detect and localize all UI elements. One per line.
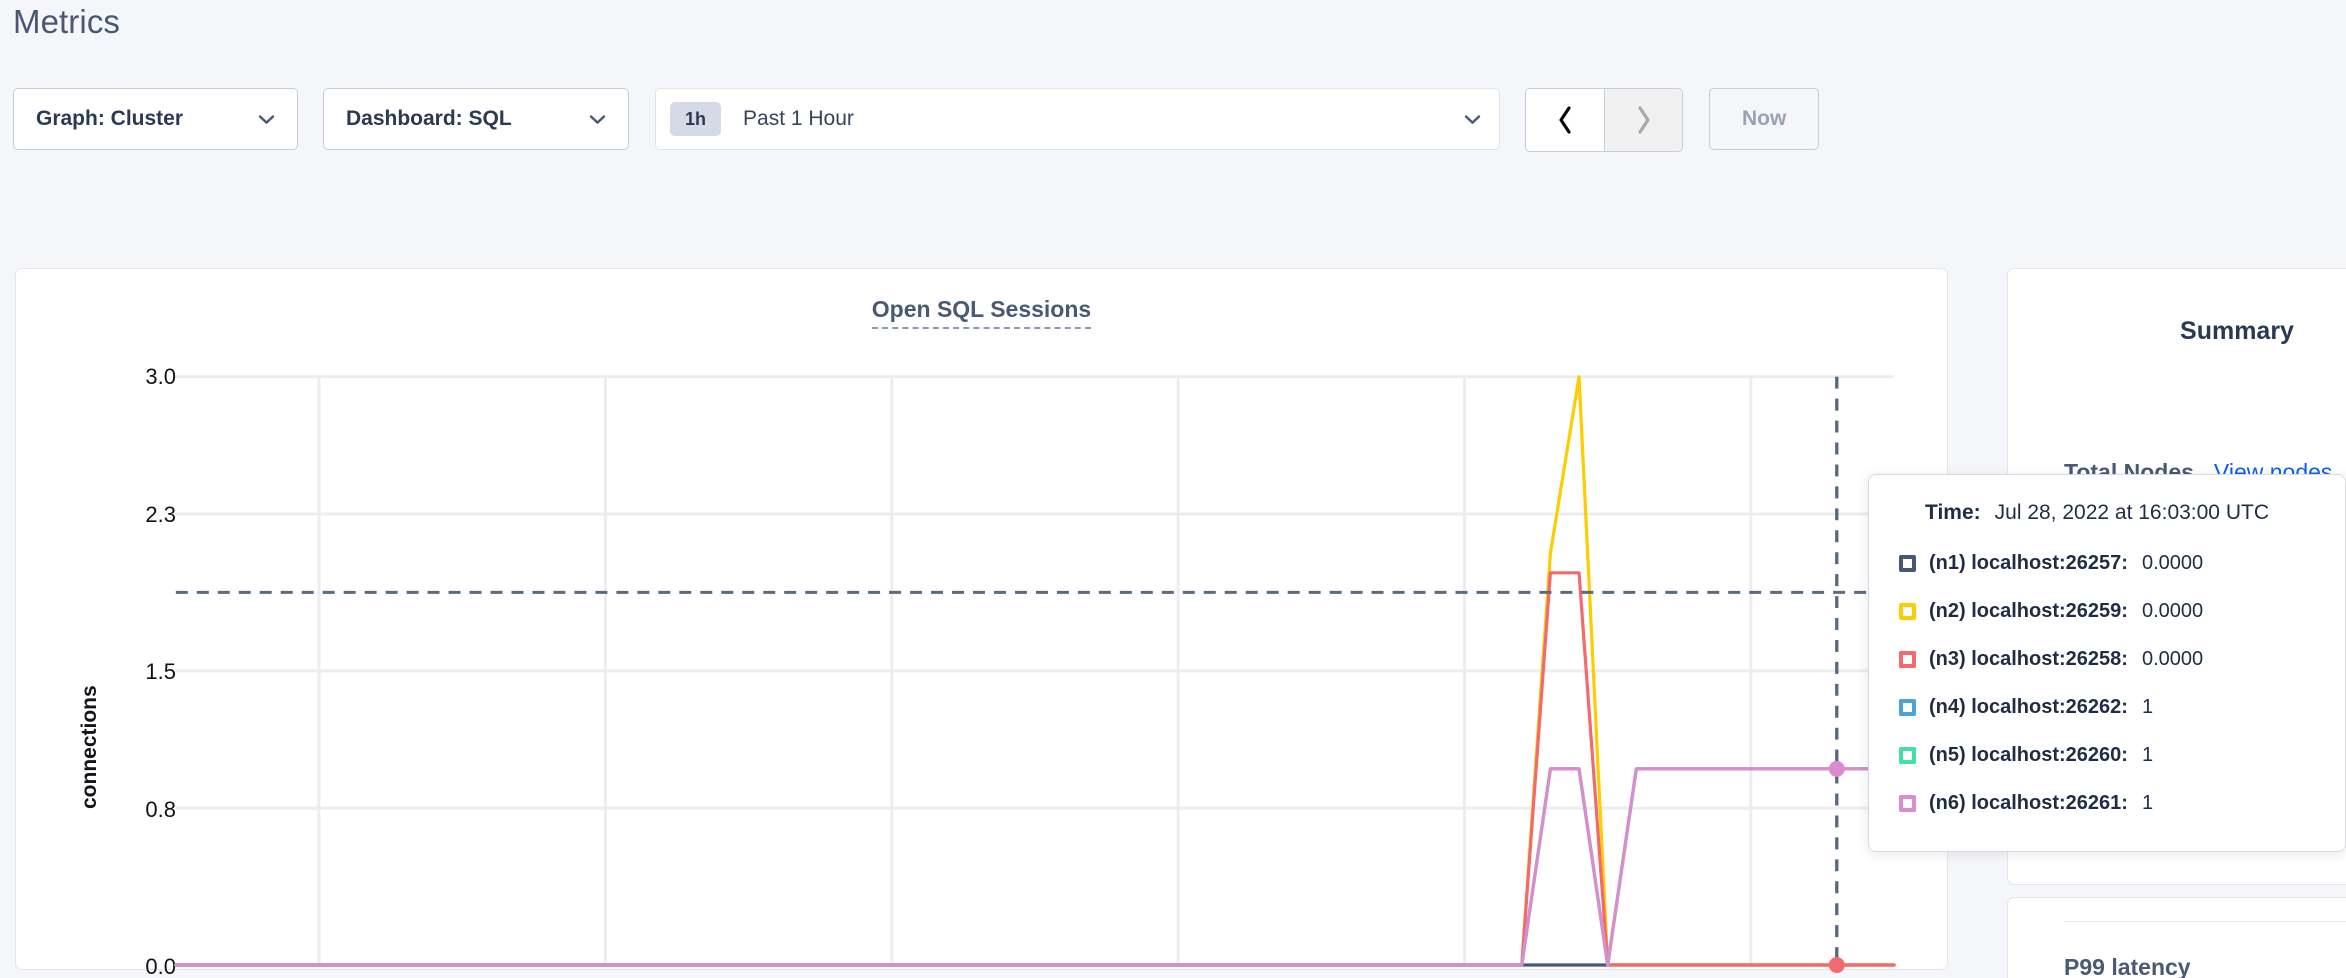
series-value: 1: [2141, 743, 2154, 766]
chart-title-text: Open SQL Sessions: [871, 296, 1092, 329]
chevron-left-icon: [1559, 106, 1571, 134]
p99-latency-panel: P99 latency: [2007, 897, 2346, 978]
chart-title: Open SQL Sessions: [16, 296, 1947, 329]
summary-panel-title: Summary: [2180, 317, 2294, 345]
data-point-marker: [1828, 760, 1845, 777]
series-color-swatch: [1899, 554, 1916, 572]
series-line: [174, 767, 1896, 967]
tooltip-time-row: Time: Jul 28, 2022 at 16:03:00 UTC: [1869, 501, 2345, 539]
tooltip-series-row: (n6) localhost:26261: 1: [1869, 779, 2345, 827]
y-tick-label: 0.8: [145, 796, 176, 822]
series-color-swatch: [1899, 650, 1916, 668]
y-axis-ticks: 0.0 0.8 1.5 2.3 3.0: [46, 269, 176, 978]
time-nav-group: [1525, 88, 1683, 152]
time-range-select[interactable]: 1h Past 1 Hour: [655, 88, 1500, 150]
y-tick-label: 0.0: [145, 954, 176, 978]
series-name: (n1) localhost:26257:: [1929, 551, 2128, 574]
dashboard-select[interactable]: Dashboard: SQL: [323, 88, 629, 150]
chart-tooltip: Time: Jul 28, 2022 at 16:03:00 UTC (n1) …: [1868, 474, 2346, 852]
y-tick-label: 1.5: [145, 659, 176, 684]
toolbar: Graph: Cluster Dashboard: SQL 1h Past 1 …: [13, 88, 1820, 152]
tooltip-time-label: Time:: [1925, 501, 1981, 524]
page-title: Metrics: [13, 3, 121, 40]
tooltip-series-row: (n1) localhost:26257: 0.0000: [1869, 539, 2345, 587]
chevron-down-icon: [258, 114, 275, 124]
y-tick-label: 2.3: [145, 501, 176, 527]
open-sql-sessions-panel: Open SQL Sessions connections 0.0 0.8 1.5 2…: [15, 268, 1948, 978]
chevron-right-icon: [1637, 106, 1650, 134]
tooltip-series-list: (n1) localhost:26257: 0.0000 (n2) localhos…: [1869, 539, 2345, 827]
series-color-swatch: [1899, 746, 1916, 764]
series-name: (n2) localhost:26259:: [1929, 599, 2128, 622]
series-value: 1: [2141, 695, 2154, 718]
series-value: 0.0000: [2141, 647, 2204, 670]
tooltip-series-row: (n5) localhost:26260: 1: [1869, 731, 2345, 779]
latency-divider: [2064, 921, 2346, 922]
series-color-swatch: [1899, 602, 1916, 620]
p99-latency-label: P99 latency: [2064, 954, 2191, 978]
graph-select[interactable]: Graph: Cluster: [13, 88, 298, 150]
chart-plot: [174, 375, 1896, 973]
graph-select-label: Graph: Cluster: [36, 107, 184, 130]
tooltip-time-value: Jul 28, 2022 at 16:03:00 UTC: [1994, 501, 2269, 524]
chevron-down-icon: [1464, 114, 1481, 124]
previous-range-button[interactable]: [1526, 89, 1604, 151]
time-range-label: Past 1 Hour: [743, 107, 854, 130]
series-name: (n5) localhost:26260:: [1929, 743, 2128, 766]
series-value: 0.0000: [2141, 599, 2204, 622]
series-name: (n3) localhost:26258:: [1929, 647, 2128, 670]
data-point-marker: [1828, 957, 1845, 973]
series-color-swatch: [1899, 698, 1916, 716]
tooltip-series-row: (n2) localhost:26259: 0.0000: [1869, 587, 2345, 635]
next-range-button[interactable]: [1604, 89, 1682, 151]
now-button[interactable]: Now: [1709, 88, 1820, 150]
series-name: (n4) localhost:26262:: [1929, 695, 2128, 718]
series-value: 1: [2141, 791, 2154, 814]
chevron-down-icon: [589, 114, 606, 124]
series-color-swatch: [1899, 794, 1916, 812]
dashboard-select-label: Dashboard: SQL: [346, 107, 512, 130]
y-tick-label: 3.0: [145, 364, 176, 389]
time-range-pill: 1h: [670, 102, 722, 136]
tooltip-series-row: (n3) localhost:26258: 0.0000: [1869, 635, 2345, 683]
series-name: (n6) localhost:26261:: [1929, 791, 2128, 814]
series-line: [174, 767, 1896, 967]
series-value: 0.0000: [2141, 551, 2204, 574]
tooltip-series-row: (n4) localhost:26262: 1: [1869, 683, 2345, 731]
series-line: [174, 767, 1896, 967]
